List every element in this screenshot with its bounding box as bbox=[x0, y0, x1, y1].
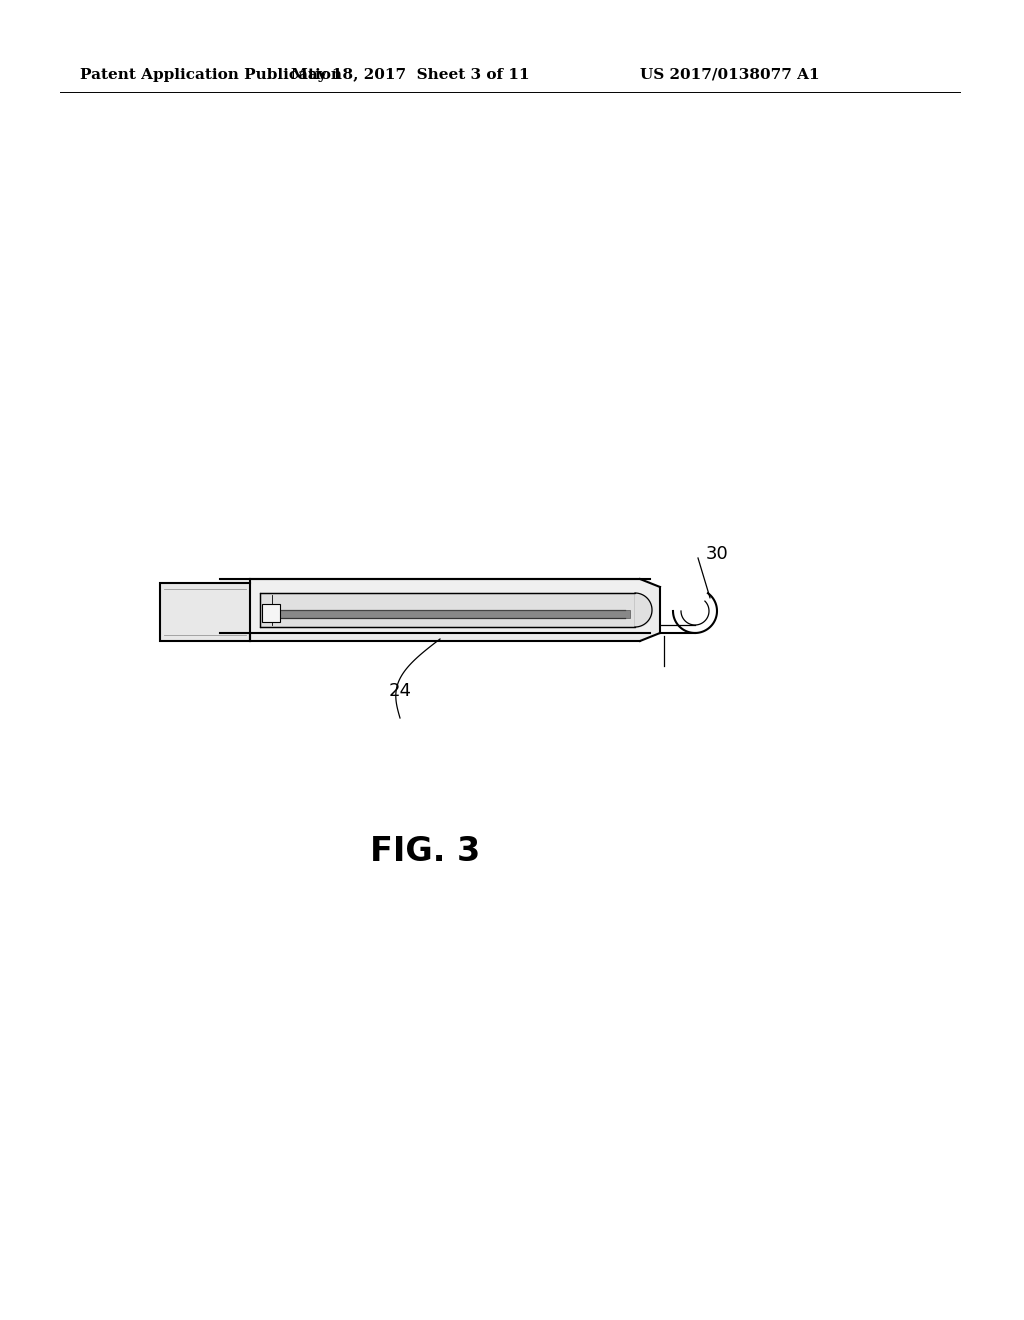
Text: 24: 24 bbox=[388, 682, 412, 700]
Bar bbox=[260, 593, 635, 627]
Text: FIG. 3: FIG. 3 bbox=[370, 836, 480, 869]
Bar bbox=[220, 579, 650, 634]
Bar bbox=[262, 605, 280, 622]
Polygon shape bbox=[250, 579, 660, 642]
Bar bbox=[265, 610, 630, 618]
Text: US 2017/0138077 A1: US 2017/0138077 A1 bbox=[640, 69, 819, 82]
Text: Patent Application Publication: Patent Application Publication bbox=[80, 69, 342, 82]
Text: 30: 30 bbox=[706, 545, 729, 564]
Text: May 18, 2017  Sheet 3 of 11: May 18, 2017 Sheet 3 of 11 bbox=[291, 69, 529, 82]
Bar bbox=[160, 583, 250, 642]
